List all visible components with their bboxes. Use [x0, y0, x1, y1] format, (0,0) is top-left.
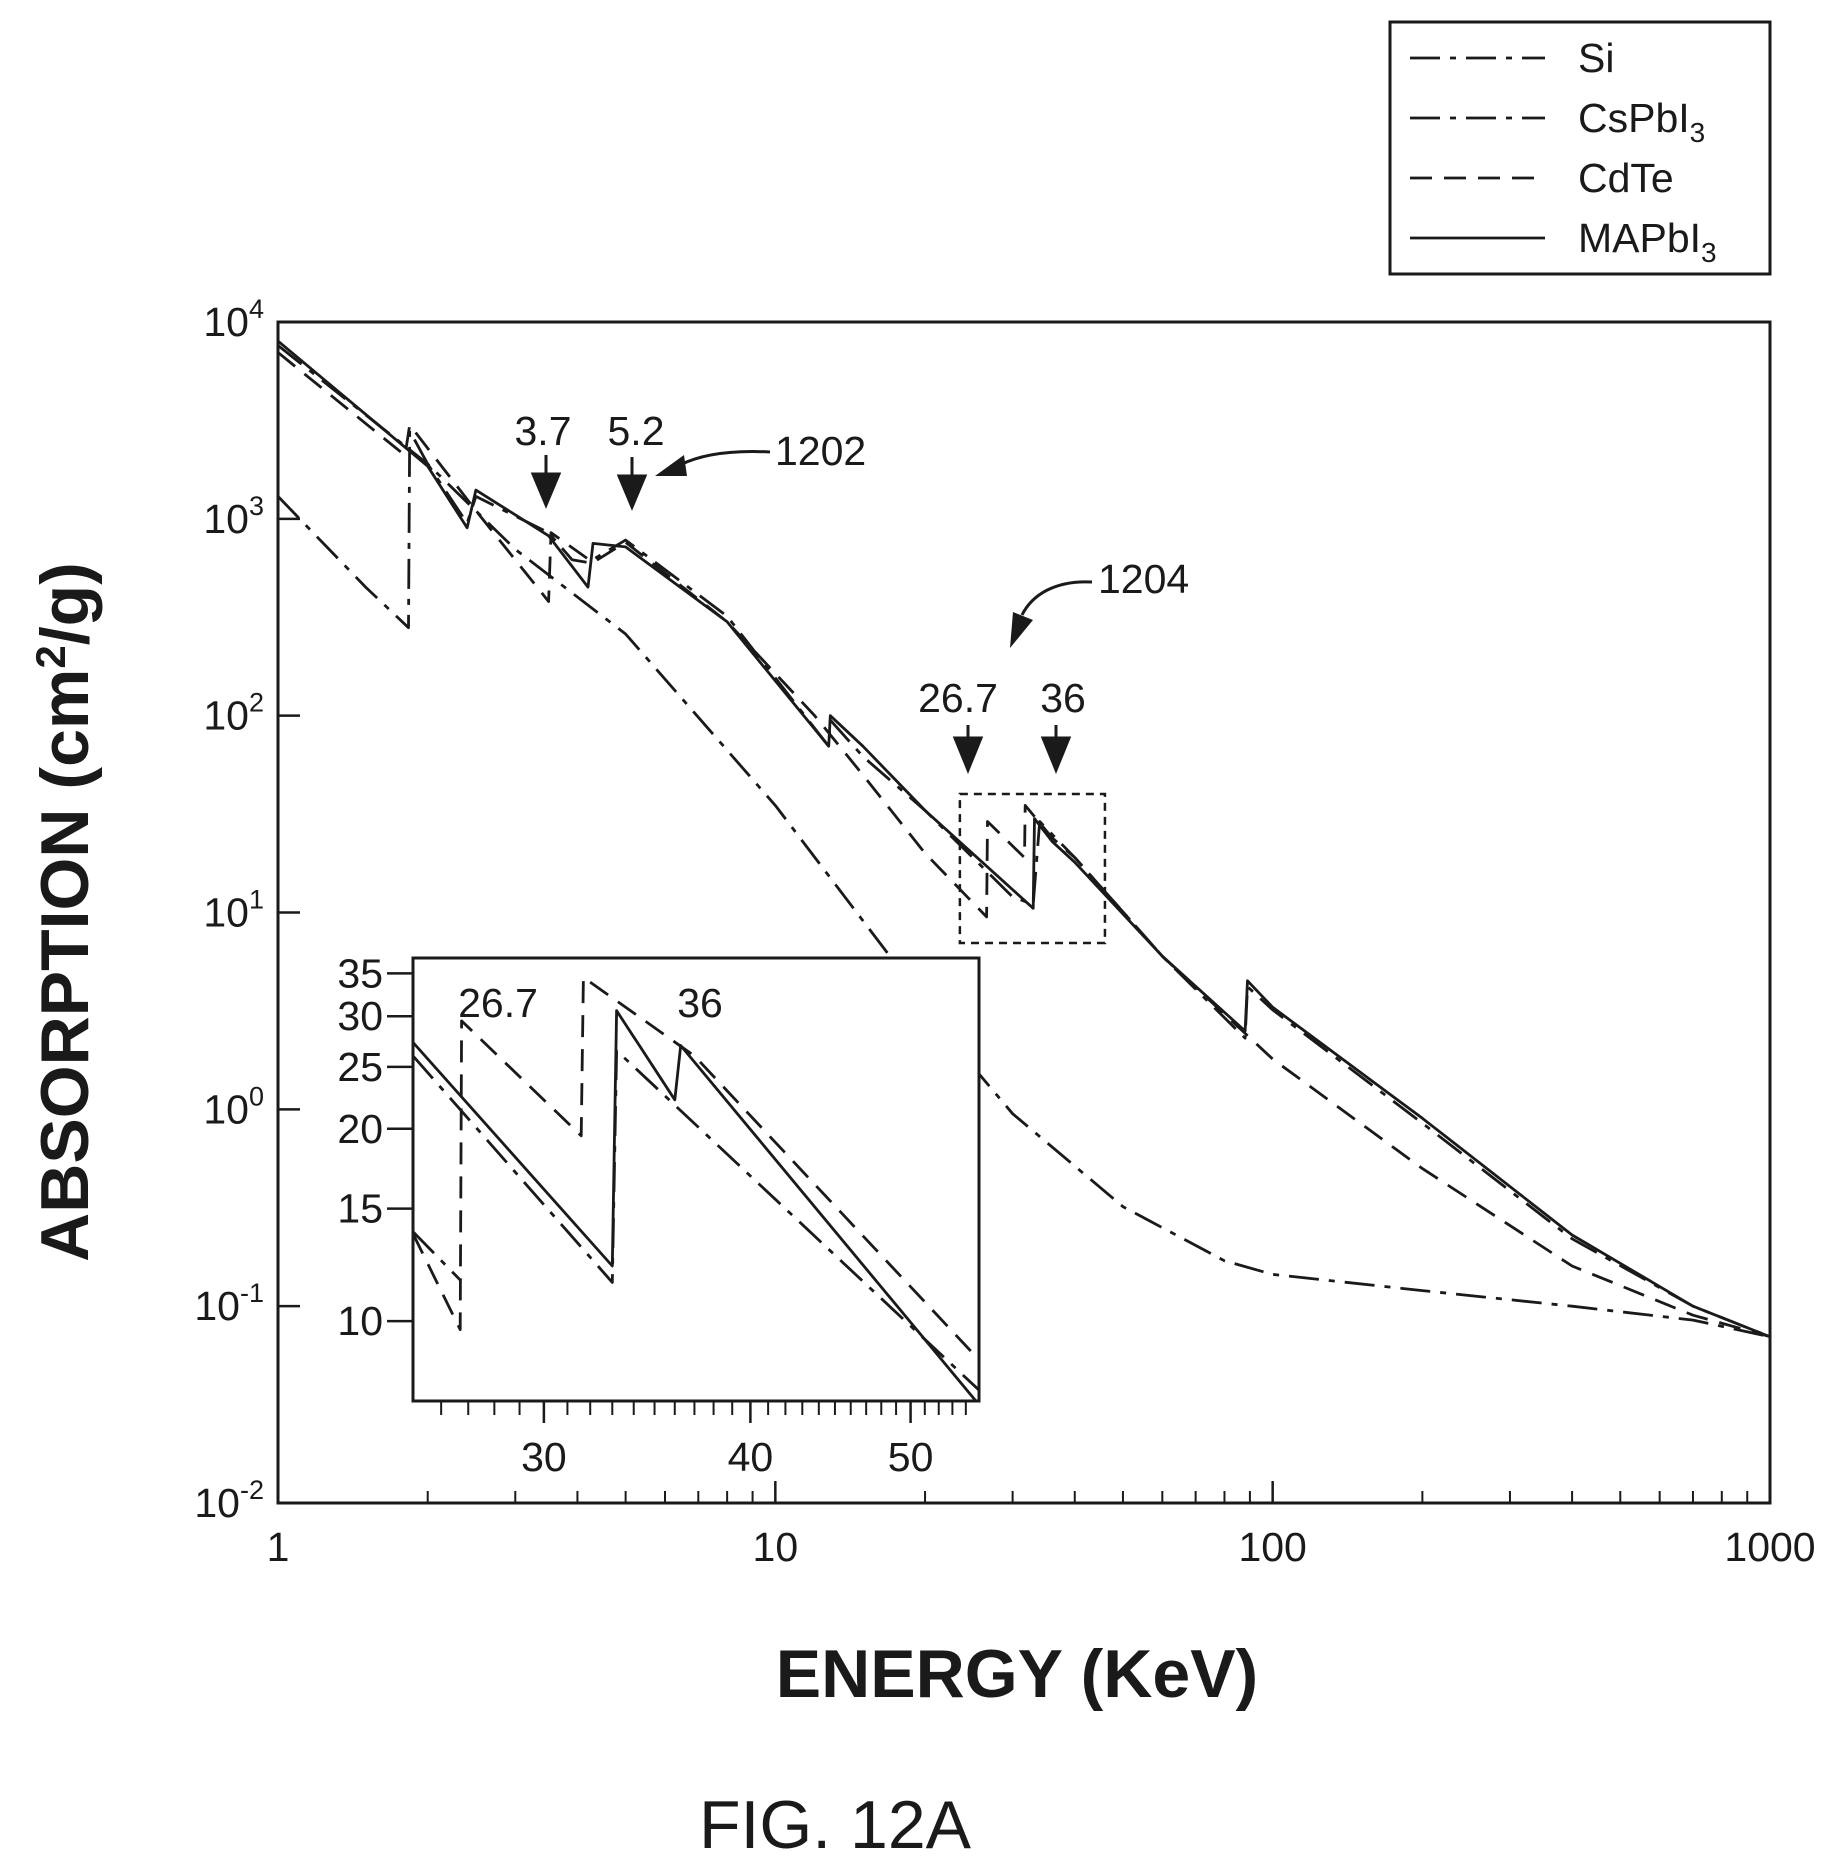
- arrow-edge-36: [1040, 725, 1072, 774]
- y-tick-exponent: 3: [249, 491, 264, 521]
- series-mapbi3-line: [278, 340, 1770, 1339]
- y-tick-label: 101: [203, 885, 264, 936]
- annotation-edge-36: 36: [1040, 675, 1086, 721]
- y-tick-exponent: 2: [249, 688, 264, 718]
- y-tick-base: 10: [203, 1086, 249, 1132]
- x-axis-title: ENERGY (KeV): [776, 1636, 1258, 1712]
- y-tick-exponent: -2: [240, 1475, 264, 1505]
- legend-label-text: CsPbI: [1578, 95, 1690, 141]
- inset-y-tick-label: 35: [337, 950, 383, 996]
- y-tick-base: 10: [194, 1283, 240, 1329]
- arrowhead-callout-1204: [1010, 612, 1033, 648]
- series-cdte-line: [413, 976, 979, 1361]
- series-si-line: [413, 1230, 462, 1281]
- x-tick-label: 1: [267, 1524, 290, 1570]
- y-tick-base: 10: [203, 496, 249, 542]
- series-mapbi3-line: [413, 1009, 978, 1401]
- arrow-callout-1202: [679, 450, 771, 467]
- legend-label-subscript: 3: [1690, 117, 1706, 148]
- inset-y-tick-label: 10: [337, 1298, 383, 1344]
- y-tick-base: 10: [203, 299, 249, 345]
- y-tick-label: 100: [203, 1081, 264, 1132]
- y-tick-label: 10-2: [194, 1475, 264, 1526]
- legend-label-mapbi: MAPbI3: [1578, 215, 1717, 268]
- y-tick-base: 10: [203, 890, 249, 936]
- y-tick-base: 10: [203, 693, 249, 739]
- annotation-callout-1202: 1202: [775, 428, 866, 474]
- y-tick-exponent: 1: [249, 885, 264, 915]
- legend-label-subscript: 3: [1701, 237, 1717, 268]
- legend-label-text: CdTe: [1578, 155, 1674, 201]
- legend-label-text: Si: [1578, 35, 1614, 81]
- x-tick-label: 1000: [1724, 1524, 1815, 1570]
- inset-x-tick-label: 50: [888, 1434, 934, 1480]
- inset-annotation-36: 36: [677, 980, 723, 1026]
- annotation-edge-26-7: 26.7: [918, 675, 998, 721]
- arrow-callout-1204: [1020, 580, 1093, 616]
- zoom-region-box: [958, 792, 1107, 945]
- annotation-callout-1204: 1204: [1098, 556, 1189, 602]
- inset-annotation-26-7: 26.7: [458, 980, 538, 1026]
- annotations: 3.7 5.2 1202 26.7 36 1204 26.7 36: [458, 408, 1189, 1026]
- annotation-edge-3-7: 3.7: [515, 408, 572, 454]
- arrow-edge-26-7: [952, 725, 984, 774]
- legend-box: [1388, 20, 1772, 276]
- figure-label: FIG. 12A: [699, 1787, 972, 1863]
- inset-frame: [411, 956, 981, 1403]
- arrow-edge-3-7: [530, 455, 562, 509]
- inset-x-tick-label: 30: [521, 1434, 567, 1480]
- inset-y-tick-label: 20: [337, 1106, 383, 1152]
- y-axis-title-sup: 2: [27, 645, 74, 668]
- series-cspbi3-line: [278, 344, 1770, 1339]
- y-tick-exponent: 0: [249, 1081, 264, 1111]
- inset-x-tick-label: 40: [728, 1434, 774, 1480]
- y-tick-label: 102: [203, 688, 264, 739]
- y-tick-label: 103: [203, 491, 264, 542]
- legend-label-cspbi: CsPbI3: [1578, 95, 1705, 148]
- annotation-edge-5-2: 5.2: [608, 408, 665, 454]
- y-tick-base: 10: [194, 1480, 240, 1526]
- arrowhead-callout-1202: [655, 455, 687, 476]
- inset-y-tick-label: 15: [337, 1186, 383, 1232]
- y-tick-exponent: 4: [249, 294, 264, 324]
- legend-label-text: MAPbI: [1578, 215, 1701, 261]
- arrow-edge-5-2: [616, 457, 648, 511]
- y-axis-title-main: ABSORPTION (cm: [27, 669, 103, 1262]
- y-axis-title: ABSORPTION (cm2/g): [27, 562, 104, 1262]
- x-tick-label: 100: [1238, 1524, 1306, 1570]
- legend-label-cdte: CdTe: [1578, 155, 1674, 201]
- inset-y-tick-label: 25: [337, 1044, 383, 1090]
- inset-y-tick-label: 30: [337, 993, 383, 1039]
- y-axis-title-end: /g): [27, 562, 103, 645]
- y-tick-label: 104: [203, 294, 264, 345]
- legend-label-si: Si: [1578, 35, 1614, 81]
- y-tick-exponent: -1: [240, 1278, 264, 1308]
- y-tick-label: 10-1: [194, 1278, 264, 1329]
- series-cdte-line: [278, 351, 1770, 1339]
- x-tick-label: 10: [753, 1524, 799, 1570]
